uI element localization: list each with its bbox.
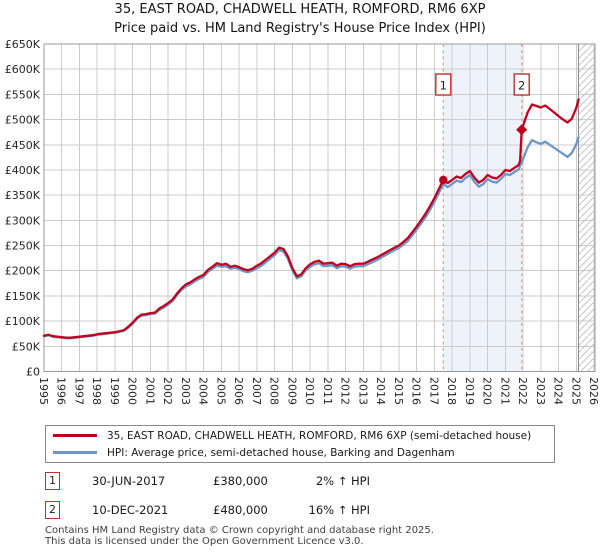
- sale-flag-1: [435, 73, 452, 96]
- y-axis-labels: £0 £50K £100K £150K £200K £250K £300K £350K £400…: [5, 38, 41, 379]
- transaction-1-number-box: 1: [45, 472, 60, 490]
- svg-text:2020: 2020: [481, 377, 494, 405]
- svg-text:£350K: £350K: [5, 189, 41, 202]
- sale-marker-2: [516, 124, 528, 136]
- transaction-row-2: 2 10-DEC-2021 £480,000 16% ↑ HPI: [45, 501, 555, 522]
- sale-flag-2: [513, 73, 530, 96]
- svg-text:£150K: £150K: [5, 290, 41, 303]
- x-axis-labels: 1995 1996 1997 1998 1999 2000 2001 2002 2003 2004…: [37, 377, 600, 405]
- legend-item-price: 35, EAST ROAD, CHADWELL HEATH, ROMFORD, …: [46, 427, 554, 444]
- svg-text:2015: 2015: [392, 377, 405, 405]
- svg-text:1999: 1999: [108, 377, 121, 405]
- svg-text:£500K: £500K: [5, 114, 41, 127]
- sale-marker-1: [439, 175, 448, 185]
- svg-text:1996: 1996: [55, 377, 68, 405]
- sale-flag-1-label: 1: [440, 79, 447, 93]
- price-line-swatch: [53, 433, 97, 438]
- svg-text:2012: 2012: [339, 377, 352, 405]
- svg-text:2021: 2021: [498, 377, 511, 405]
- svg-text:2016: 2016: [410, 377, 423, 405]
- svg-text:2006: 2006: [232, 377, 245, 405]
- svg-text:£450K: £450K: [5, 139, 41, 152]
- sale-flag-2-label: 2: [518, 79, 525, 93]
- svg-text:2018: 2018: [445, 377, 458, 405]
- svg-text:2022: 2022: [516, 377, 529, 405]
- license-line-1: Contains HM Land Registry data © Crown c…: [45, 525, 434, 536]
- svg-text:2003: 2003: [179, 377, 192, 405]
- svg-text:2007: 2007: [250, 377, 263, 405]
- svg-text:2005: 2005: [215, 377, 228, 405]
- svg-text:£200K: £200K: [5, 265, 41, 278]
- svg-text:£50K: £50K: [12, 340, 41, 353]
- legend-label-price: 35, EAST ROAD, CHADWELL HEATH, ROMFORD, …: [107, 429, 532, 442]
- svg-text:2011: 2011: [321, 377, 334, 405]
- svg-text:£250K: £250K: [5, 240, 41, 253]
- license-line-2: This data is licensed under the Open Gov…: [45, 536, 364, 547]
- svg-text:£400K: £400K: [5, 164, 41, 177]
- transaction-1-price: £380,000: [213, 474, 268, 488]
- svg-text:2004: 2004: [197, 377, 210, 405]
- transaction-2-price: £480,000: [213, 503, 268, 517]
- legend-item-hpi: HPI: Average price, semi-detached house,…: [46, 444, 554, 461]
- hpi-line-swatch: [53, 450, 97, 455]
- svg-text:£100K: £100K: [5, 315, 41, 328]
- svg-text:£600K: £600K: [5, 63, 41, 76]
- transaction-1-hpi-change: 2% ↑ HPI: [315, 474, 370, 488]
- transaction-2-number-box: 2: [45, 501, 60, 519]
- svg-text:1997: 1997: [73, 377, 86, 405]
- transaction-2-date: 10-DEC-2021: [92, 503, 169, 517]
- price-line: [42, 98, 580, 339]
- svg-text:1995: 1995: [37, 377, 50, 405]
- svg-text:1998: 1998: [90, 377, 103, 405]
- grid: [43, 43, 595, 372]
- chart-legend: 35, EAST ROAD, CHADWELL HEATH, ROMFORD, …: [45, 425, 555, 463]
- svg-text:2010: 2010: [303, 377, 316, 405]
- svg-text:2023: 2023: [534, 377, 547, 405]
- svg-text:2017: 2017: [427, 377, 440, 405]
- svg-text:2008: 2008: [268, 377, 281, 405]
- svg-text:2013: 2013: [356, 377, 369, 405]
- svg-text:£0: £0: [26, 366, 40, 379]
- page-subtitle: Price paid vs. HM Land Registry's House …: [114, 21, 486, 36]
- svg-text:£650K: £650K: [5, 38, 41, 51]
- svg-text:2002: 2002: [161, 377, 174, 405]
- legend-label-hpi: HPI: Average price, semi-detached house,…: [107, 446, 455, 459]
- svg-text:2019: 2019: [463, 377, 476, 405]
- sales-period-band: [443, 44, 522, 372]
- transaction-row-1: 1 30-JUN-2017 £380,000 2% ↑ HPI: [45, 472, 555, 493]
- svg-text:£550K: £550K: [5, 88, 41, 101]
- svg-text:2025: 2025: [569, 377, 582, 405]
- svg-text:2009: 2009: [285, 377, 298, 405]
- future-hatch-area: [578, 44, 595, 372]
- svg-text:2014: 2014: [374, 377, 387, 405]
- svg-text:2026: 2026: [587, 377, 600, 405]
- plot-frame: [43, 43, 596, 372]
- svg-text:2000: 2000: [126, 377, 139, 405]
- page-title: 35, EAST ROAD, CHADWELL HEATH, ROMFORD, …: [114, 2, 486, 17]
- transaction-1-date: 30-JUN-2017: [92, 474, 166, 488]
- svg-text:2001: 2001: [144, 377, 157, 405]
- license-footer: Contains HM Land Registry data © Crown c…: [45, 525, 434, 547]
- svg-text:2024: 2024: [552, 377, 565, 405]
- svg-text:£300K: £300K: [5, 214, 41, 227]
- price-chart: 1 2 £0 £50K £100K £150K £200K £250K £300K £350K £4…: [5, 38, 600, 405]
- transaction-2-hpi-change: 16% ↑ HPI: [308, 503, 370, 517]
